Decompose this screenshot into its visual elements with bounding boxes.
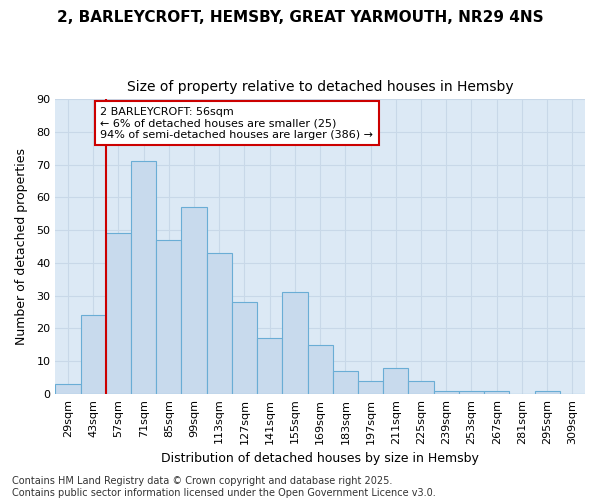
Bar [484, 390, 509, 394]
Bar [232, 302, 257, 394]
Text: 2, BARLEYCROFT, HEMSBY, GREAT YARMOUTH, NR29 4NS: 2, BARLEYCROFT, HEMSBY, GREAT YARMOUTH, … [56, 10, 544, 25]
Bar [283, 292, 308, 394]
Title: Size of property relative to detached houses in Hemsby: Size of property relative to detached ho… [127, 80, 514, 94]
Bar [55, 384, 80, 394]
Bar [131, 162, 156, 394]
Bar [459, 390, 484, 394]
Bar [434, 390, 459, 394]
Bar [257, 338, 283, 394]
Bar [333, 371, 358, 394]
Bar [409, 380, 434, 394]
Y-axis label: Number of detached properties: Number of detached properties [15, 148, 28, 345]
Bar [383, 368, 409, 394]
Bar [308, 344, 333, 394]
Bar [535, 390, 560, 394]
Bar [80, 316, 106, 394]
Bar [358, 380, 383, 394]
Text: Contains HM Land Registry data © Crown copyright and database right 2025.
Contai: Contains HM Land Registry data © Crown c… [12, 476, 436, 498]
Bar [106, 234, 131, 394]
Bar [206, 253, 232, 394]
Text: 2 BARLEYCROFT: 56sqm
← 6% of detached houses are smaller (25)
94% of semi-detach: 2 BARLEYCROFT: 56sqm ← 6% of detached ho… [100, 106, 373, 140]
Bar [181, 208, 206, 394]
X-axis label: Distribution of detached houses by size in Hemsby: Distribution of detached houses by size … [161, 452, 479, 465]
Bar [156, 240, 181, 394]
